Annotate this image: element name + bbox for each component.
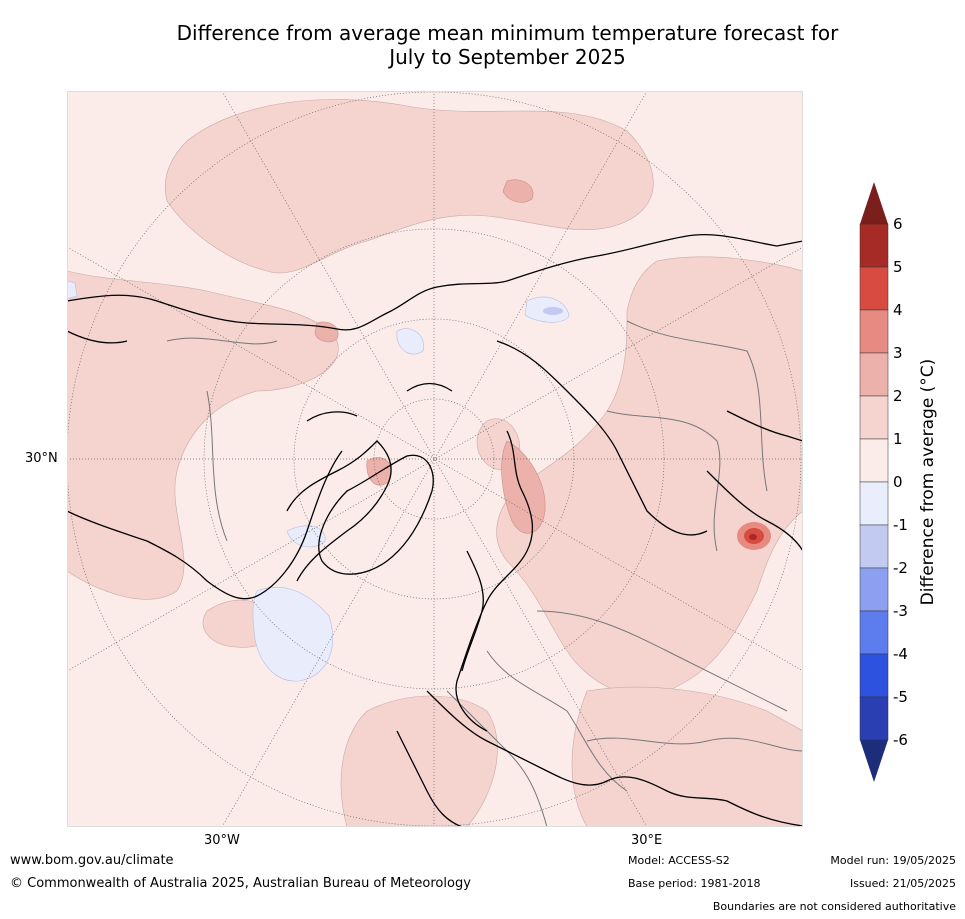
- lon-label-30e: 30°E: [631, 833, 663, 848]
- colorbar-bin: [859, 653, 889, 698]
- coastlines: [67, 233, 803, 827]
- colorbar-bin: [859, 352, 889, 397]
- footer-issued: Issued: 21/05/2025: [849, 877, 956, 890]
- colorbar-bin: [859, 696, 889, 741]
- colorbar-tick-label: 5: [893, 258, 903, 276]
- colorbar-extend-min: [860, 740, 888, 782]
- footer-model-run: Model run: 19/05/2025: [830, 854, 956, 867]
- colorbar-bin: [859, 481, 889, 526]
- colorbar: [859, 182, 889, 782]
- footer-website: www.bom.gov.au/climate: [10, 853, 174, 868]
- map-panel: [67, 91, 803, 827]
- colorbar-tick-label: -6: [893, 731, 908, 749]
- anomaly-hotspot: [737, 522, 771, 550]
- colorbar-bin: [859, 266, 889, 311]
- colorbar-tick-label: -2: [893, 559, 908, 577]
- colorbar-tick-label: 3: [893, 344, 903, 362]
- colorbar-bin: [859, 610, 889, 655]
- colorbar-tick-label: -4: [893, 645, 908, 663]
- colorbar-bin: [859, 567, 889, 612]
- colorbar-tick-label: 0: [893, 473, 903, 491]
- colorbar-bin: [859, 223, 889, 268]
- colorbar-bin: [859, 309, 889, 354]
- colorbar-tick-label: 4: [893, 301, 903, 319]
- colorbar-bin: [859, 395, 889, 440]
- footer-disclaimer: Boundaries are not considered authoritat…: [712, 900, 956, 913]
- map-title-line-1: Difference from average mean minimum tem…: [176, 21, 839, 45]
- lat-label-30n: 30°N: [25, 451, 58, 466]
- colorbar-tick-label: -3: [893, 602, 908, 620]
- colorbar-bin: [859, 524, 889, 569]
- footer-copyright: © Commonwealth of Australia 2025, Austra…: [10, 876, 471, 891]
- colorbar-extend-max: [860, 182, 888, 224]
- anomaly-minus-1-2-region: [543, 307, 563, 315]
- colorbar-bins: [859, 223, 889, 741]
- anomaly-2-3-regions: [314, 179, 546, 534]
- colorbar-bin: [859, 438, 889, 483]
- colorbar-tick-label: -1: [893, 516, 908, 534]
- map-title-line-2: July to September 2025: [389, 45, 626, 69]
- footer-model: Model: ACCESS-S2: [628, 854, 730, 867]
- anomaly-1-2-regions: [67, 99, 803, 827]
- colorbar-label: Difference from average (°C): [918, 358, 938, 606]
- colorbar-tick-label: 1: [893, 430, 903, 448]
- colorbar-tick-label: -5: [893, 688, 908, 706]
- colorbar-tick-label: 2: [893, 387, 903, 405]
- footer-base-period: Base period: 1981-2018: [628, 877, 761, 890]
- map-title: Difference from average mean minimum tem…: [80, 21, 935, 69]
- colorbar-tick-label: 6: [893, 215, 903, 233]
- lon-label-30w: 30°W: [204, 833, 240, 848]
